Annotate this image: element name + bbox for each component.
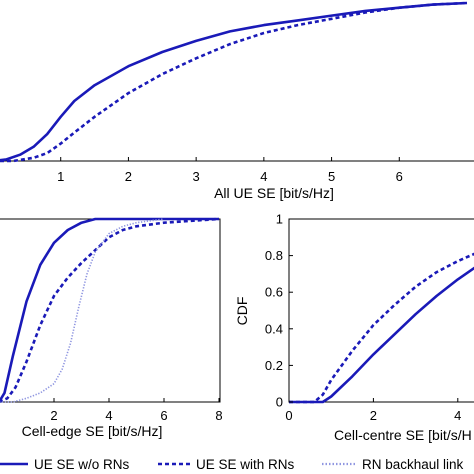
top-tick-layer: 1 2 3 4 5 6 <box>57 157 403 184</box>
y-tick-label: 1 <box>276 212 283 227</box>
bottom-right-panel: 0 2 4 0 0.2 0.4 0.6 0.8 1 CDF Cell-centre SE [bi… <box>234 212 474 443</box>
top-plot-frame <box>0 160 474 162</box>
series-line-dashed <box>289 252 474 404</box>
top-series-layer <box>0 1 468 163</box>
x-tick-label: 0 <box>285 408 292 423</box>
bottom-right-x-axis-label: Cell-centre SE [bit/s/H <box>334 427 472 443</box>
x-tick-label: 8 <box>215 408 222 423</box>
bottom-right-tick-layer: 0 2 4 0 0.2 0.4 0.6 0.8 1 <box>265 212 461 424</box>
top-panel: 1 2 3 4 5 6 All UE SE [bit/s/Hz] <box>0 1 474 201</box>
legend-label-dashed: UE SE with RNs <box>196 457 295 472</box>
bottom-left-tick-layer: 2 4 6 8 <box>50 398 223 423</box>
bottom-right-plot-frame <box>288 218 474 403</box>
x-tick-label: 2 <box>370 408 377 423</box>
x-tick-label: 2 <box>50 408 57 423</box>
series-line-dotted <box>0 218 165 403</box>
x-tick-label: 4 <box>454 408 461 423</box>
bottom-left-plot-frame <box>0 218 221 403</box>
x-tick-label: 3 <box>193 169 200 184</box>
y-tick-label: 0.8 <box>265 248 283 263</box>
bottom-left-panel: 2 4 6 8 Cell-edge SE [bit/s/Hz] <box>0 217 223 439</box>
legend: UE SE w/o RNs UE SE with RNs RN backhaul… <box>0 457 464 472</box>
bottom-left-x-axis-label: Cell-edge SE [bit/s/Hz] <box>22 423 163 439</box>
legend-label-solid: UE SE w/o RNs <box>34 457 130 472</box>
x-tick-label: 6 <box>396 169 403 184</box>
series-line-solid <box>0 1 468 162</box>
series-line-solid <box>0 217 219 403</box>
bottom-right-y-axis-label: CDF <box>234 297 250 326</box>
series-line-dashed <box>0 217 220 403</box>
bottom-left-series-layer <box>0 217 220 403</box>
x-tick-label: 4 <box>105 408 112 423</box>
series-line-solid <box>289 266 474 404</box>
series-line-dashed <box>0 1 468 163</box>
x-tick-label: 2 <box>125 169 132 184</box>
top-x-axis-label: All UE SE [bit/s/Hz] <box>214 185 334 201</box>
x-tick-label: 1 <box>57 169 64 184</box>
y-tick-label: 0.2 <box>265 358 283 373</box>
bottom-right-series-layer <box>289 252 474 404</box>
x-tick-label: 4 <box>260 169 267 184</box>
x-tick-label: 5 <box>328 169 335 184</box>
legend-label-dotted: RN backhaul link <box>362 457 464 472</box>
y-tick-label: 0 <box>276 395 283 410</box>
y-tick-label: 0.6 <box>265 285 283 300</box>
y-tick-label: 0.4 <box>265 321 283 336</box>
x-tick-label: 6 <box>160 408 167 423</box>
